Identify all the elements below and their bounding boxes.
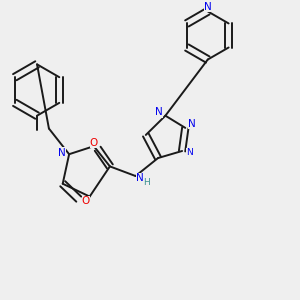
Text: N: N bbox=[155, 107, 163, 118]
Text: N: N bbox=[204, 2, 212, 12]
Text: H: H bbox=[143, 178, 150, 187]
Text: O: O bbox=[82, 196, 90, 206]
Text: N: N bbox=[58, 148, 66, 158]
Text: N: N bbox=[186, 148, 193, 157]
Text: N: N bbox=[188, 119, 196, 129]
Text: N: N bbox=[136, 172, 144, 183]
Text: O: O bbox=[90, 138, 98, 148]
